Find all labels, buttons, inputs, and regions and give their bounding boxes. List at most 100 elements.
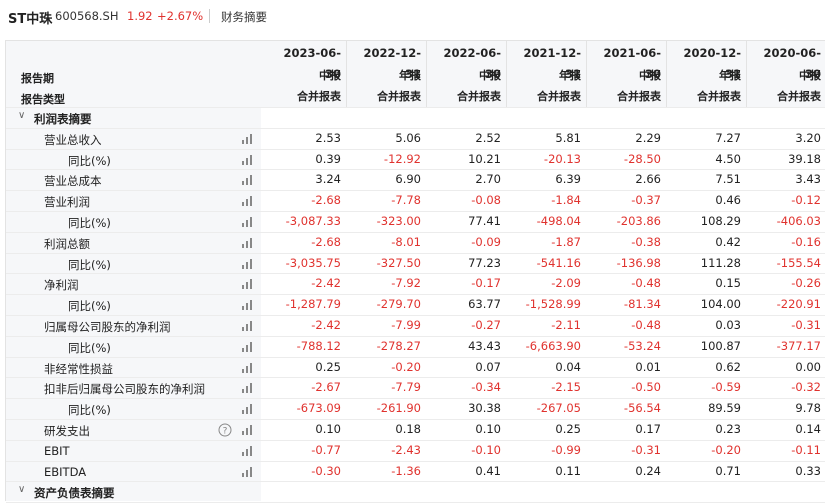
help-icon[interactable]: ?: [218, 423, 232, 437]
header-background: [261, 41, 825, 107]
report-type: 合并报表: [777, 90, 821, 103]
value: -0.20: [391, 359, 421, 374]
value: -0.37: [631, 193, 661, 208]
chart-icon[interactable]: [242, 466, 254, 477]
value: 0.33: [795, 463, 821, 478]
value: -406.03: [776, 214, 821, 228]
value: -1.36: [391, 463, 421, 478]
row-label: 同比(%): [68, 299, 111, 314]
value: 0.01: [635, 359, 661, 374]
value: 2.53: [315, 130, 341, 145]
chart-icon[interactable]: [242, 362, 254, 373]
value: 111.28: [700, 255, 741, 270]
value: -0.12: [791, 193, 821, 208]
row-border: [6, 439, 825, 441]
value: 0.25: [555, 422, 581, 436]
value: -0.20: [711, 442, 741, 457]
value: -267.05: [536, 401, 581, 416]
chart-icon[interactable]: [242, 404, 254, 415]
value: 104.00: [700, 297, 741, 312]
section-title[interactable]: 利润表摘要: [34, 112, 92, 126]
chart-icon[interactable]: [242, 154, 254, 165]
value: -0.16: [791, 234, 821, 249]
chart-icon[interactable]: [242, 237, 254, 248]
section-title[interactable]: 资产负债表摘要: [34, 486, 115, 501]
value: 0.15: [715, 276, 741, 291]
row-label: EBIT: [44, 443, 70, 458]
value: 0.00: [795, 359, 821, 374]
row-border: [6, 273, 825, 275]
value: -0.27: [471, 318, 501, 332]
row-border: [6, 294, 825, 296]
chart-icon[interactable]: [242, 300, 254, 311]
value: -203.86: [616, 214, 661, 228]
value: 0.10: [475, 422, 501, 436]
row-border: [6, 148, 825, 150]
row-label: 报告类型: [21, 93, 65, 106]
value: -0.48: [631, 318, 661, 332]
value: 0.04: [555, 359, 581, 374]
period: 中报: [319, 69, 341, 82]
value: -261.90: [376, 401, 421, 416]
row-label: 研发支出: [44, 424, 90, 438]
value: 2.29: [635, 130, 661, 145]
chart-icon[interactable]: [242, 341, 254, 352]
value: 9.78: [795, 401, 821, 416]
row-border: [6, 377, 825, 379]
chart-icon[interactable]: [242, 425, 254, 435]
value: 0.17: [635, 422, 661, 436]
label-column: [6, 41, 261, 501]
value: 2.70: [475, 172, 501, 187]
value: -541.16: [536, 255, 581, 270]
chart-icon[interactable]: [242, 445, 254, 456]
value: 89.59: [708, 401, 741, 416]
tab[interactable]: 财务摘要: [221, 10, 267, 24]
row-label: 归属母公司股东的净利润: [44, 320, 171, 334]
price: 1.92: [127, 9, 153, 23]
value: -53.24: [623, 338, 661, 353]
value: 0.24: [635, 463, 661, 478]
value: -2.43: [391, 442, 421, 457]
value: 10.21: [468, 151, 501, 166]
row-label: 同比(%): [68, 257, 111, 272]
chart-icon[interactable]: [242, 321, 254, 331]
value: -220.91: [776, 297, 821, 312]
value: -377.17: [776, 338, 821, 353]
value: -0.17: [471, 276, 501, 291]
value: 6.90: [395, 172, 421, 187]
value: -7.92: [391, 276, 421, 291]
chart-icon[interactable]: [242, 196, 254, 207]
value: -2.67: [311, 380, 341, 395]
value: -0.31: [631, 442, 661, 457]
chart-icon[interactable]: [242, 133, 254, 144]
column-divider: [346, 41, 347, 107]
value: -1.87: [551, 234, 581, 249]
chart-icon[interactable]: [242, 279, 254, 290]
value: -0.11: [791, 442, 821, 457]
row-border: [6, 169, 825, 171]
chart-icon[interactable]: [242, 383, 254, 394]
value: 30.38: [468, 401, 501, 416]
value: 0.11: [555, 463, 581, 478]
value: 0.23: [715, 422, 741, 436]
value: -20.13: [543, 151, 581, 166]
chart-icon[interactable]: [242, 258, 254, 269]
value: -0.26: [791, 276, 821, 291]
chart-icon[interactable]: [242, 217, 254, 227]
report-type: 合并报表: [537, 90, 581, 103]
value: 7.27: [715, 130, 741, 145]
value: -8.01: [391, 234, 421, 249]
value: -673.09: [296, 401, 341, 416]
row-border: [6, 127, 825, 129]
row-label: 同比(%): [68, 153, 111, 168]
value: -155.54: [776, 255, 821, 270]
report-type: 合并报表: [617, 90, 661, 103]
report-type: 合并报表: [457, 90, 501, 103]
value: 3.24: [315, 172, 341, 187]
collapse-caret: ∨: [18, 110, 26, 121]
period: 年报: [399, 69, 421, 82]
value: -1.84: [551, 193, 581, 208]
value: -2.68: [311, 234, 341, 249]
value: -0.59: [711, 380, 741, 395]
chart-icon[interactable]: [242, 175, 254, 186]
